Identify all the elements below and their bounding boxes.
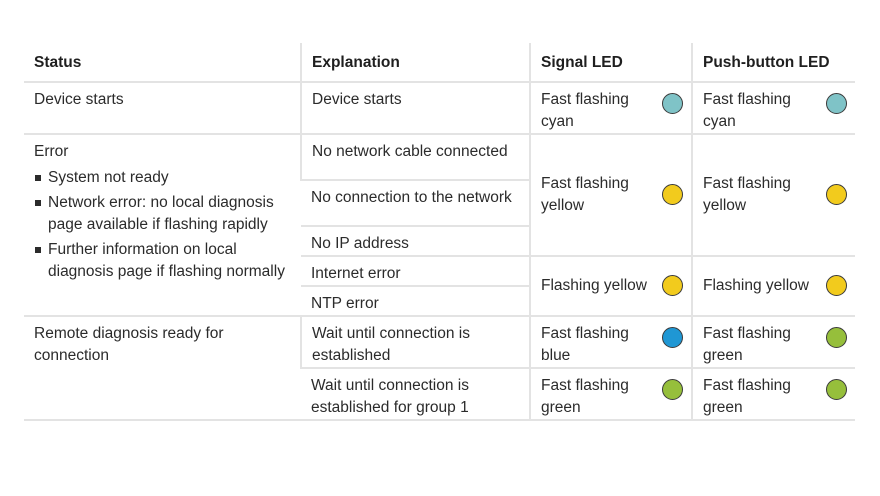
- explanation-cell: No connection to the network: [301, 180, 530, 227]
- status-cell: Error System not ready Network error: no…: [24, 134, 301, 317]
- table-row: Remote diagnosis ready for connection Wa…: [24, 316, 855, 421]
- signal-led-text: Flashing yellow: [541, 277, 647, 294]
- signal-led-cell: Fast flashing blue: [529, 316, 692, 369]
- led-indicator-icon: [662, 327, 683, 348]
- table-row: Wait until connection is established for…: [24, 368, 855, 421]
- header-push-button-led: Push-button LED: [691, 43, 855, 83]
- table-row: NTP error: [24, 286, 855, 317]
- signal-led-cell: Fast flashing green: [529, 368, 692, 421]
- explanation-cell: Wait until connection is established: [300, 316, 530, 369]
- signal-led-cell: Flashing yellow: [529, 256, 692, 317]
- explanation-cell: Device starts: [300, 82, 530, 135]
- status-cell: Device starts: [24, 82, 301, 135]
- header-row: Status Explanation Signal LED Push-butto…: [24, 43, 855, 83]
- push-button-led-cell: Fast flashing cyan: [691, 82, 855, 135]
- signal-led-text: Fast flashing yellow: [541, 175, 629, 214]
- signal-led-text: Fast flashing green: [541, 377, 629, 416]
- explanation-cell: No IP address: [301, 226, 530, 257]
- list-item: System not ready: [34, 167, 300, 189]
- explanation-cell: Internet error: [301, 256, 530, 287]
- list-item: Further information on local diagnosis p…: [34, 239, 300, 283]
- push-button-led-cell: Flashing yellow: [691, 256, 855, 317]
- explanation-cell: Wait until connection is established for…: [301, 368, 530, 421]
- header-status: Status: [24, 43, 301, 83]
- push-button-led-text: Fast flashing green: [703, 325, 791, 364]
- signal-led-text: Fast flashing cyan: [541, 91, 629, 130]
- signal-led-cell: Fast flashing cyan: [529, 82, 692, 135]
- list-item: Network error: no local diagnosis page a…: [34, 192, 300, 236]
- push-button-led-cell: Fast flashing yellow: [691, 134, 855, 257]
- push-button-led-text: Fast flashing yellow: [703, 175, 791, 214]
- push-button-led-cell: Fast flashing green: [691, 316, 855, 369]
- push-button-led-text: Flashing yellow: [703, 277, 809, 294]
- header-explanation: Explanation: [300, 43, 530, 83]
- explanation-cell: No network cable connected: [300, 134, 530, 181]
- table-row: Error System not ready Network error: no…: [24, 134, 855, 317]
- status-remote-label: Remote diagnosis ready for connection: [34, 325, 224, 364]
- signal-led-cell: Fast flashing yellow: [529, 134, 692, 257]
- led-status-table: Status Explanation Signal LED Push-butto…: [24, 43, 855, 421]
- table-row: No IP address: [24, 226, 855, 257]
- signal-led-text: Fast flashing blue: [541, 325, 629, 364]
- table-row: No connection to the network: [24, 180, 855, 227]
- led-indicator-icon: [826, 379, 847, 400]
- led-indicator-icon: [826, 93, 847, 114]
- led-indicator-icon: [662, 379, 683, 400]
- status-error-label: Error: [34, 143, 69, 160]
- led-indicator-icon: [826, 275, 847, 296]
- led-indicator-icon: [662, 184, 683, 205]
- led-indicator-icon: [826, 327, 847, 348]
- error-bullet-list: System not ready Network error: no local…: [34, 167, 300, 283]
- push-button-led-text: Fast flashing cyan: [703, 91, 791, 130]
- push-button-led-text: Fast flashing green: [703, 377, 791, 416]
- table-row: Internet error Flashing yellow Flashing …: [24, 256, 855, 317]
- header-signal-led: Signal LED: [529, 43, 692, 83]
- table-row: Device starts Device starts Fast flashin…: [24, 82, 855, 135]
- explanation-cell: NTP error: [301, 286, 530, 317]
- push-button-led-cell: Fast flashing green: [691, 368, 855, 421]
- led-indicator-icon: [826, 184, 847, 205]
- led-indicator-icon: [662, 275, 683, 296]
- led-indicator-icon: [662, 93, 683, 114]
- status-cell: Remote diagnosis ready for connection: [24, 316, 301, 421]
